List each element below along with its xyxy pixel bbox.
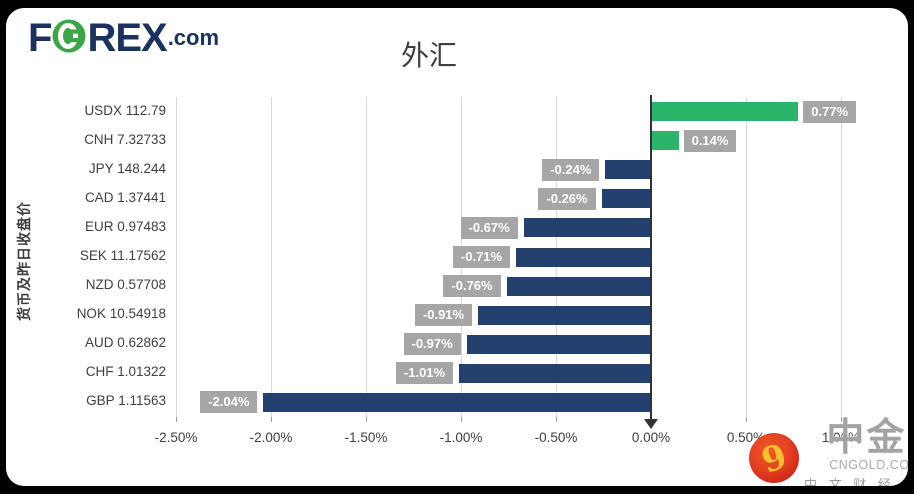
x-axis-label-0.00%: 0.00% <box>631 430 671 445</box>
bar-JPY <box>605 160 651 180</box>
value-label-USDX: 0.77% <box>803 100 857 123</box>
category-label-CAD: CAD 1.37441 <box>84 189 166 205</box>
bar-CHF <box>459 363 651 383</box>
bar-CNH <box>652 131 679 151</box>
logo-text-dotcom: .com <box>167 25 220 50</box>
x-axis-tick--1.00% <box>460 417 462 422</box>
value-label-CHF: -1.01% <box>395 362 454 385</box>
x-axis-label--2.00%: -2.00% <box>249 430 293 445</box>
x-axis-label--1.00%: -1.00% <box>439 430 483 445</box>
x-axis-label--1.50%: -1.50% <box>344 430 388 445</box>
gridline-0.50% <box>745 97 747 417</box>
x-axis-label--2.50%: -2.50% <box>154 430 198 445</box>
value-label-GBP: -2.04% <box>200 391 258 414</box>
x-axis-label-1.00%: 1.00% <box>821 430 861 445</box>
category-label-CNH: CNH 7.32733 <box>84 131 166 147</box>
chart-title: 外汇 <box>400 40 457 71</box>
bar-USDX <box>652 102 799 122</box>
x-axis-tick--1.50% <box>365 417 367 422</box>
category-label-CHF: CHF 1.01322 <box>85 364 166 380</box>
forex-logo-o-icon <box>52 19 86 58</box>
category-label-NZD: NZD 0.57708 <box>85 277 166 293</box>
x-axis-tick--2.50% <box>175 417 177 422</box>
x-axis-label--0.50%: -0.50% <box>534 430 578 445</box>
zero-axis-arrow-icon <box>644 419 658 429</box>
x-axis-tick--0.50% <box>555 417 557 422</box>
bar-CAD <box>601 189 651 209</box>
cngold-domain-text: CNGOLD.COM.CN <box>829 458 908 472</box>
cngold-watermark-text: 中金网 CNGOLD.COM.CN 中 文 财 经 新 媒 体 <box>804 417 908 486</box>
category-label-EUR: EUR 0.97483 <box>84 218 166 234</box>
logo-text-rex: REX <box>87 16 167 60</box>
gridline-1.00% <box>840 97 842 417</box>
value-label-SEK: -0.71% <box>452 246 511 268</box>
bar-EUR <box>523 218 651 238</box>
bar-chart-plot-area: -2.50% -2.00% -1.50% -1.00% -0.50% 0.00% 0.50%… <box>6 8 908 486</box>
cngold-logo-icon: 9 <box>748 430 800 486</box>
x-axis-tick-1.00% <box>840 417 842 422</box>
screenshot-frame: F REX .com 外汇 货币及昨日收盘价 -2.50% -2.00% -1.50… <box>6 8 908 486</box>
gridline--2.00% <box>270 97 272 417</box>
logo-text-f: F <box>28 16 52 60</box>
cngold-slogan-text: 中 文 财 经 新 媒 体 <box>804 477 908 486</box>
cngold-brand-text: 中金网 <box>826 417 908 459</box>
bar-NZD <box>506 276 651 296</box>
value-label-NOK: -0.91% <box>414 304 473 327</box>
gridline--2.50% <box>175 97 177 417</box>
category-label-AUD: AUD 0.62862 <box>84 335 166 351</box>
bar-NOK <box>478 305 651 325</box>
bar-GBP <box>263 392 651 412</box>
category-label-USDX: USDX 112.79 <box>84 102 166 118</box>
cngold-watermark: 9 中金网 CNGOLD.COM.CN 中 文 财 经 新 媒 体 <box>748 417 908 486</box>
category-label-GBP: GBP 1.11563 <box>86 393 166 409</box>
value-label-CAD: -0.26% <box>538 187 596 210</box>
category-label-JPY: JPY 148.244 <box>88 160 166 176</box>
value-label-JPY: -0.24% <box>542 158 600 181</box>
x-axis-tick--2.00% <box>270 417 272 422</box>
category-label-NOK: NOK 10.54918 <box>76 306 166 322</box>
forex-com-logo: F REX .com <box>28 18 219 58</box>
value-label-EUR: -0.67% <box>460 216 518 239</box>
category-label-SEK: SEK 11.17562 <box>79 248 166 263</box>
value-label-AUD: -0.97% <box>403 333 461 356</box>
bar-AUD <box>466 334 651 354</box>
x-axis-tick-0.50% <box>745 417 747 422</box>
bar-SEK <box>516 247 651 267</box>
zero-axis-line <box>650 95 652 419</box>
value-label-NZD: -0.76% <box>443 275 501 298</box>
value-label-CNH: 0.14% <box>683 129 737 152</box>
gridline--1.50% <box>365 97 367 417</box>
